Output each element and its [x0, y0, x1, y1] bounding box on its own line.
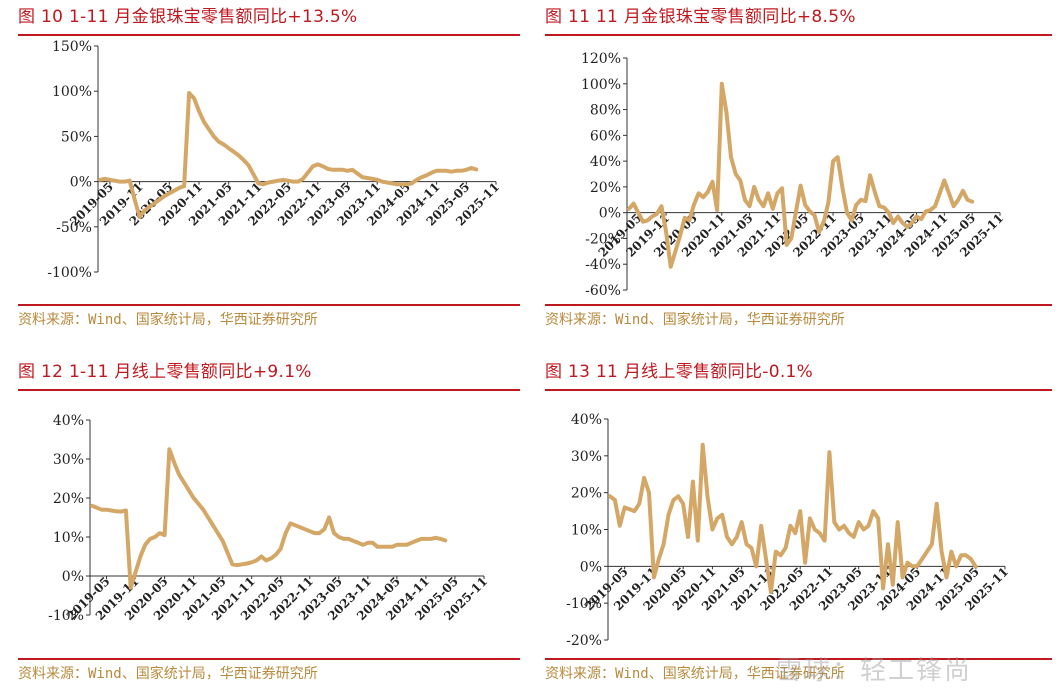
- chart-plot: 40%30%20%10%0%-10%-20%2019-052019-112020…: [566, 412, 1011, 649]
- title-rule: [545, 389, 1052, 391]
- source-note: 资料来源：Wind、国家统计局，华西证券研究所: [18, 312, 318, 328]
- y-tick-label: 0%: [580, 559, 602, 575]
- chart-plot: 40%30%20%10%0%-10%2019-052019-112020-052…: [48, 413, 490, 624]
- chart-title: 图 10 1-11 月金银珠宝零售额同比+13.5%: [18, 7, 358, 27]
- y-tick-label: 60%: [590, 128, 621, 144]
- source-rule: [18, 304, 520, 306]
- y-tick-label: 0%: [62, 569, 84, 585]
- y-tick-label: -20%: [585, 231, 621, 247]
- series-line: [608, 442, 978, 595]
- y-tick-label: 80%: [590, 103, 621, 119]
- title-rule: [545, 34, 1052, 36]
- y-tick-label: -40%: [585, 257, 621, 273]
- y-tick-label: 20%: [53, 491, 84, 507]
- source-rule: [545, 658, 1052, 660]
- chart-plot: 120%100%80%60%40%20%0%-20%-40%-60%2019-0…: [581, 51, 1006, 299]
- y-tick-label: 40%: [571, 412, 602, 428]
- y-tick-label: 120%: [581, 51, 621, 67]
- chart-plot: 150%100%50%0%-50%-100%2019-052019-112020…: [47, 39, 502, 281]
- y-tick-label: 40%: [53, 413, 84, 429]
- chart-title: 图 11 11 月金银珠宝零售额同比+8.5%: [545, 7, 856, 27]
- chart-panel-2: 图 11 11 月金银珠宝零售额同比+8.5% 120% 100% 80% 60% 40…: [545, 4, 1052, 340]
- y-tick-label: -10%: [48, 608, 84, 624]
- source-rule: [18, 658, 520, 660]
- y-tick-label: 150%: [52, 39, 92, 55]
- y-tick-label: 50%: [61, 129, 92, 145]
- series-line: [627, 81, 975, 269]
- source-rule: [545, 304, 1052, 306]
- source-note: 资料来源：Wind、国家统计局，华西证券研究所: [545, 666, 845, 682]
- watermark: 雪球：轻工锋尚: [776, 656, 973, 686]
- y-tick-label: 20%: [571, 486, 602, 502]
- y-tick-label: -20%: [566, 633, 602, 649]
- y-tick-label: -60%: [585, 283, 621, 299]
- chart-panel-1: 图 10 1-11 月金银珠宝零售额同比+13.5% 150% 100% 50% 0%…: [18, 4, 520, 340]
- series-line: [90, 447, 448, 590]
- chart-panel-3: 图 12 1-11 月线上零售额同比+9.1% 40% 30% 20% 10% 0% -1…: [18, 359, 520, 695]
- y-tick-label: 0%: [70, 175, 92, 191]
- y-tick-label: 100%: [581, 77, 621, 93]
- chart-title: 图 13 11 月线上零售额同比-0.1%: [545, 362, 814, 382]
- source-note: 资料来源：Wind、国家统计局，华西证券研究所: [18, 666, 318, 682]
- y-tick-label: 30%: [571, 449, 602, 465]
- source-note: 资料来源：Wind、国家统计局，华西证券研究所: [545, 312, 845, 328]
- y-tick-label: 40%: [590, 154, 621, 170]
- series-line: [98, 91, 479, 219]
- y-tick-label: 10%: [571, 523, 602, 539]
- y-tick-label: 10%: [53, 530, 84, 546]
- chart-title: 图 12 1-11 月线上零售额同比+9.1%: [18, 362, 312, 382]
- y-tick-label: -100%: [47, 265, 92, 281]
- y-tick-label: 100%: [52, 84, 92, 100]
- y-tick-label: -10%: [566, 596, 602, 612]
- y-tick-label: -50%: [56, 220, 92, 236]
- y-tick-label: 0%: [599, 206, 621, 222]
- title-rule: [18, 34, 520, 36]
- title-rule: [18, 389, 520, 391]
- y-tick-label: 20%: [590, 180, 621, 196]
- chart-panel-4: 图 13 11 月线上零售额同比-0.1% 40% 30% 20% 10% 0% -10%…: [545, 359, 1052, 695]
- y-tick-label: 30%: [53, 452, 84, 468]
